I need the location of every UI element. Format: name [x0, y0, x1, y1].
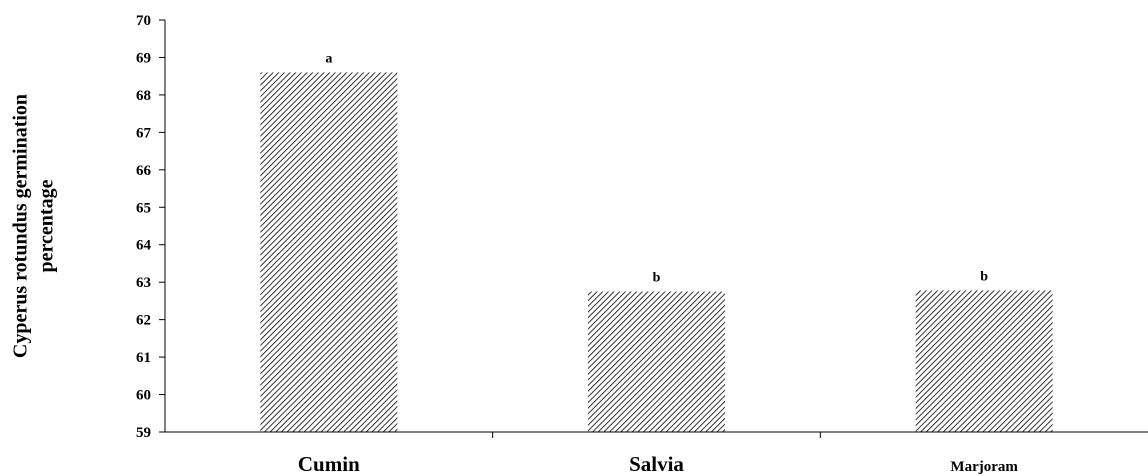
y-tick-label: 70 — [136, 13, 151, 29]
y-axis-label-line: Cyperus rotundus germination — [10, 94, 32, 358]
y-tick-label: 69 — [136, 50, 151, 66]
bar-salvia — [588, 291, 725, 432]
y-tick-label: 62 — [136, 313, 151, 329]
y-tick-label: 68 — [136, 88, 151, 104]
y-axis-label: Cyperus rotundus germination percentage — [10, 94, 58, 358]
y-tick-label: 66 — [136, 163, 152, 179]
y-tick-label: 63 — [136, 275, 151, 291]
y-axis-ticks: 59 60 61 62 63 64 65 66 67 68 69 70 — [136, 13, 165, 441]
x-tick-label: Marjoram — [950, 459, 1018, 475]
significance-letter: b — [980, 269, 988, 284]
x-tick-label: Cumin — [298, 452, 360, 476]
y-tick-label: 67 — [136, 125, 152, 141]
bar-marjoram — [915, 290, 1053, 432]
y-tick-label: 61 — [136, 350, 151, 366]
y-axis-label-line: percentage — [36, 179, 58, 272]
significance-letter: a — [325, 51, 332, 66]
y-tick-label: 65 — [136, 200, 151, 216]
significance-letter: b — [653, 271, 661, 286]
significance-letters: a b b — [325, 51, 988, 285]
bars — [260, 72, 1053, 432]
y-tick-label: 59 — [136, 425, 151, 441]
x-axis-ticks: Cumin Salvia Marjoram — [298, 432, 1018, 476]
x-tick-label: Salvia — [629, 452, 684, 476]
y-tick-label: 60 — [136, 388, 151, 404]
y-tick-label: 64 — [136, 238, 152, 254]
bar-cumin — [260, 72, 398, 432]
